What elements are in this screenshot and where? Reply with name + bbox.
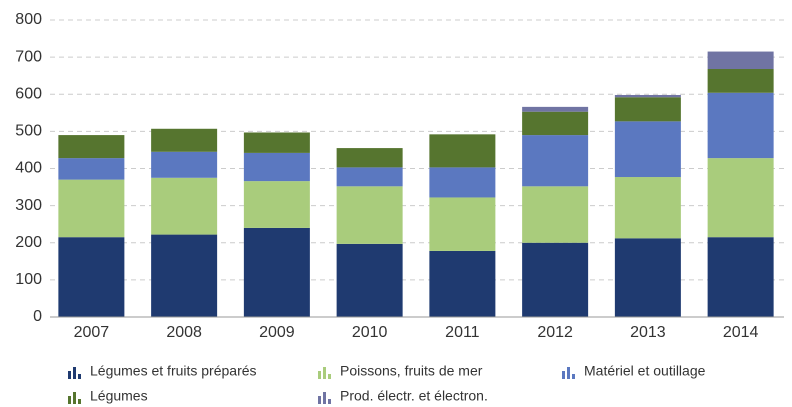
bar-segment (336, 167, 403, 187)
bar-segment (614, 238, 681, 317)
legend-icon (68, 396, 71, 404)
bar-segment (522, 106, 589, 112)
legend-label: Poissons, fruits de mer (340, 363, 483, 379)
legend-icon (567, 367, 570, 379)
y-tick-label: 800 (15, 11, 42, 28)
legend-icon (318, 371, 321, 379)
bar-segment (429, 167, 496, 198)
x-tick-label: 2010 (352, 324, 388, 341)
bar-segment (522, 242, 589, 317)
bar-segment (151, 151, 218, 178)
bar-segment (58, 158, 125, 180)
legend-icon (73, 392, 76, 404)
y-tick-label: 600 (15, 85, 42, 102)
legend-icon (73, 367, 76, 379)
legend-label: Légumes et fruits préparés (90, 363, 257, 379)
bar-segment (429, 134, 496, 168)
y-tick-label: 700 (15, 48, 42, 65)
bar-segment (614, 177, 681, 239)
y-tick-label: 300 (15, 197, 42, 214)
bar-segment (243, 132, 310, 153)
x-tick-label: 2007 (74, 324, 110, 341)
bar-segment (522, 186, 589, 243)
legend-icon (68, 371, 71, 379)
legend-icon (323, 367, 326, 379)
bar-segment (58, 135, 125, 159)
x-tick-label: 2011 (445, 324, 480, 341)
bar-segment (707, 237, 774, 317)
bar-segment (151, 128, 218, 152)
legend-label: Prod. électr. et électron. (340, 388, 488, 404)
bar-segment (58, 179, 125, 238)
bar-segment (614, 97, 681, 122)
x-tick-label: 2008 (166, 324, 202, 341)
bar-segment (707, 158, 774, 238)
legend-icon (78, 374, 81, 379)
bar-segment (522, 135, 589, 187)
bar-segment (429, 250, 496, 317)
legend-icon (328, 374, 331, 379)
x-tick-label: 2013 (630, 324, 666, 341)
bar-segment (707, 51, 774, 70)
y-tick-label: 200 (15, 234, 42, 251)
y-tick-label: 500 (15, 123, 42, 140)
bar-segment (336, 148, 403, 168)
bar-segment (151, 234, 218, 317)
bar-segment (522, 111, 589, 136)
y-tick-label: 400 (15, 160, 42, 177)
legend-icon (562, 371, 565, 379)
legend-label: Matériel et outillage (584, 363, 706, 379)
bar-segment (614, 94, 681, 98)
x-tick-label: 2009 (259, 324, 295, 341)
bar-segment (336, 186, 403, 244)
bar-segment (151, 177, 218, 235)
bar-segment (243, 181, 310, 228)
legend-icon (323, 392, 326, 404)
legend-icon (328, 399, 331, 404)
bar-segment (429, 197, 496, 251)
legend-icon (318, 396, 321, 404)
bar-segment (336, 243, 403, 317)
bar-segment (614, 121, 681, 178)
bar-segment (58, 237, 125, 317)
bar-segment (243, 227, 310, 317)
legend-label: Légumes (90, 388, 148, 404)
x-tick-label: 2012 (537, 324, 573, 341)
bar-segment (243, 152, 310, 182)
y-tick-label: 100 (15, 271, 42, 288)
legend-icon (572, 374, 575, 379)
legend-icon (78, 399, 81, 404)
x-tick-label: 2014 (723, 324, 759, 341)
bar-segment (707, 69, 774, 93)
y-tick-label: 0 (33, 308, 42, 325)
bar-segment (707, 92, 774, 159)
